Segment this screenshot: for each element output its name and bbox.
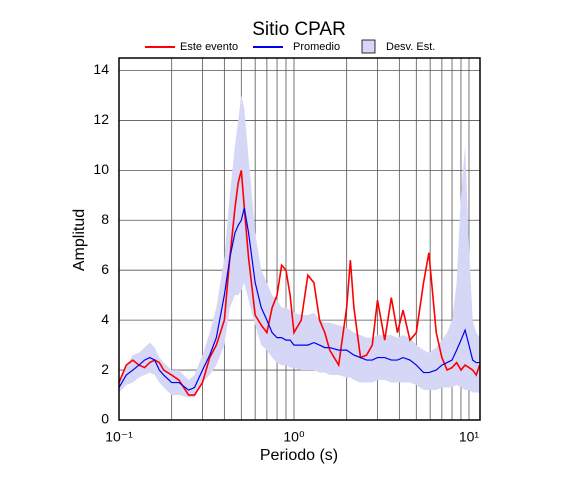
chart-title: Sitio CPAR (252, 19, 346, 40)
legend-label: Promedio (293, 41, 340, 53)
std-band (119, 95, 480, 398)
plot-frame (118, 57, 481, 421)
y-axis-label: Amplitud (71, 209, 88, 271)
series-line (118, 170, 481, 396)
y-tick-label: 12 (93, 111, 109, 127)
legend-label: Este evento (180, 41, 238, 53)
legend-label: Desv. Est. (386, 41, 435, 53)
y-tick-label: 10 (93, 161, 109, 177)
x-axis-label: Periodo (s) (260, 447, 338, 464)
y-tick-label: 6 (101, 261, 109, 277)
legend-swatch (361, 39, 376, 54)
x-tick-label: 10⁰ (283, 429, 305, 445)
legend: Este evento Promedio Desv. Est. (145, 39, 435, 54)
y-tick-label: 4 (101, 311, 109, 327)
series-line (118, 207, 480, 391)
y-tick-label: 14 (93, 61, 109, 77)
x-tick-label: 10⁻¹ (105, 429, 133, 445)
y-tick-label: 8 (101, 211, 109, 227)
x-tick-label: 10¹ (459, 429, 480, 445)
y-tick-label: 0 (101, 411, 109, 427)
marks (118, 95, 481, 398)
y-tick-label: 2 (101, 361, 109, 377)
